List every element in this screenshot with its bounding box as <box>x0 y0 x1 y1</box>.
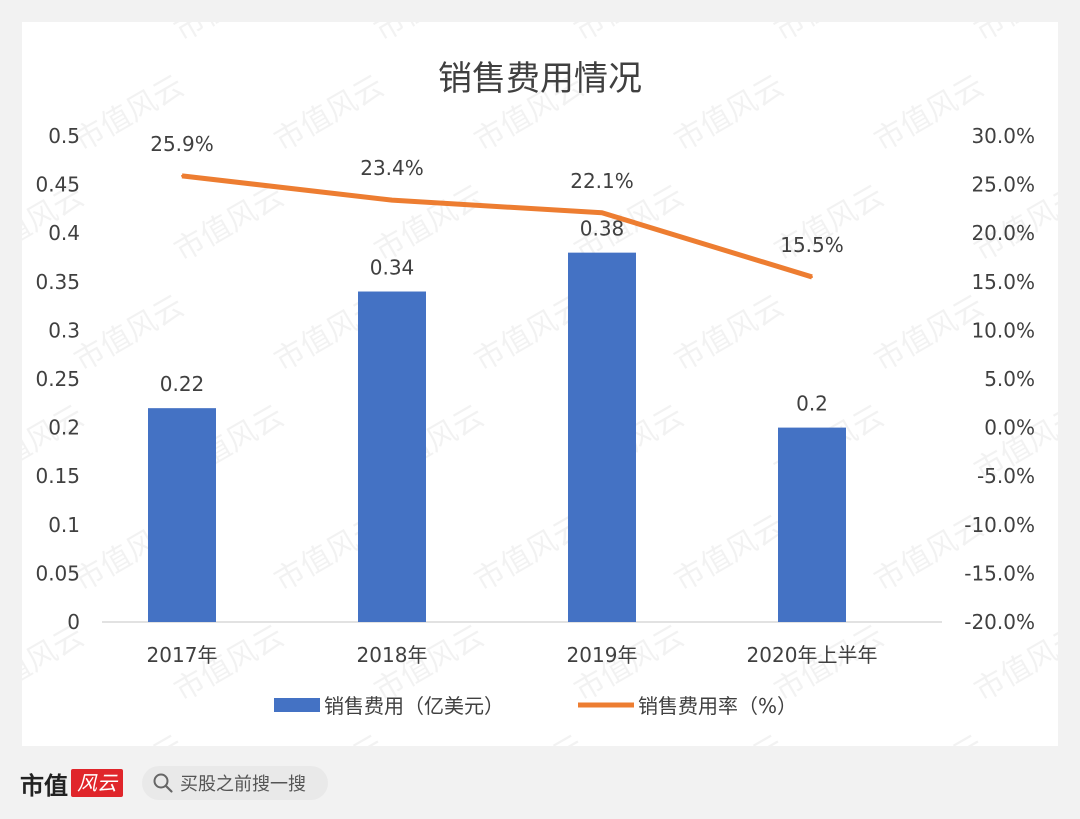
bar-data-label: 0.2 <box>796 392 828 416</box>
right-tick-label: 15.0% <box>971 270 1035 294</box>
left-tick-label: 0 <box>67 610 80 634</box>
bar-data-label: 0.38 <box>580 217 625 241</box>
watermark-text: 市值风云 <box>22 22 90 49</box>
line-path <box>181 173 813 280</box>
line-data-label: 15.5% <box>780 233 844 257</box>
right-tick-label: 10.0% <box>971 318 1035 342</box>
watermark-text: 市值风云 <box>269 729 390 746</box>
left-tick-label: 0.15 <box>35 464 80 488</box>
bar-data-label: 0.34 <box>370 256 415 280</box>
bar <box>148 408 216 622</box>
right-tick-label: -5.0% <box>977 464 1035 488</box>
right-tick-label: 30.0% <box>971 124 1035 148</box>
watermark-text: 市值风云 <box>669 69 790 159</box>
chart-card: 市值风云 市值风云 市值风云 市值风云 市值风云 市值风云 市值风云 市值风云 市值风云 市值风云… <box>22 22 1058 746</box>
watermark-text: 市值风云 <box>169 22 290 49</box>
legend-swatch-bar <box>274 698 320 712</box>
watermark-text: 市值风云 <box>669 289 790 379</box>
watermark-text: 市值风云 <box>369 22 490 49</box>
logo[interactable]: 市值 风云 <box>20 768 123 800</box>
line-point <box>181 174 183 177</box>
x-axis: 2017年 2018年 2019年 2020年上半年 <box>147 643 878 667</box>
legend: 销售费用（亿美元） 销售费用率（%） <box>274 694 797 718</box>
left-tick-label: 0.35 <box>35 270 80 294</box>
left-tick-label: 0.5 <box>48 124 80 148</box>
bar-series: 0.22 0.34 0.38 0.2 <box>148 217 846 622</box>
line-data-label: 22.1% <box>570 169 634 193</box>
watermark-text: 市值风云 <box>169 179 290 269</box>
watermark-text: 市值风云 <box>669 509 790 599</box>
search-placeholder: 买股之前搜一搜 <box>180 774 306 795</box>
left-tick-label: 0.4 <box>48 221 80 245</box>
footer: 市值 风云 买股之前搜一搜 <box>0 746 1080 819</box>
left-tick-label: 0.2 <box>48 416 80 440</box>
line-data-label: 25.9% <box>150 132 214 156</box>
watermark-text: 市值风云 <box>469 729 590 746</box>
left-tick-label: 0.45 <box>35 173 80 197</box>
legend-label-line: 销售费用率（%） <box>638 694 797 718</box>
watermark-text: 市值风云 <box>669 729 790 746</box>
watermark-text: 市值风云 <box>569 22 690 49</box>
x-tick-label: 2018年 <box>357 643 428 667</box>
search-bar[interactable]: 买股之前搜一搜 <box>142 766 328 800</box>
line-data-label: 23.4% <box>360 156 424 180</box>
right-tick-label: -15.0% <box>964 561 1035 585</box>
bar <box>358 291 426 622</box>
bar-data-label: 0.22 <box>160 372 205 396</box>
right-tick-label: -10.0% <box>964 513 1035 537</box>
watermark-text: 市值风云 <box>969 22 1059 49</box>
bar <box>568 252 636 622</box>
bar <box>778 427 846 622</box>
right-tick-label: 20.0% <box>971 221 1035 245</box>
x-tick-label: 2019年 <box>567 643 638 667</box>
legend-label-bar: 销售费用（亿美元） <box>324 694 504 718</box>
line-series: 25.9% 23.4% 22.1% 15.5% <box>150 132 844 280</box>
x-tick-label: 2020年上半年 <box>747 643 878 667</box>
right-tick-label: 0.0% <box>984 416 1035 440</box>
right-axis: -20.0% -15.0% -10.0% -5.0% 0.0% 5.0% 10.0% 15.0… <box>964 124 1035 634</box>
line-point <box>601 211 603 214</box>
x-tick-label: 2017年 <box>147 643 218 667</box>
logo-text: 市值 <box>20 770 68 800</box>
watermark-text: 市值风云 <box>769 22 890 49</box>
left-tick-label: 0.3 <box>48 318 80 342</box>
right-tick-label: -20.0% <box>964 610 1035 634</box>
watermark-text: 市值风云 <box>69 289 190 379</box>
line-point <box>391 199 393 202</box>
chart-title: 销售费用情况 <box>438 59 642 99</box>
logo-badge: 风云 <box>71 769 123 797</box>
watermark-text: 市值风云 <box>869 729 990 746</box>
left-tick-label: 0.05 <box>35 561 80 585</box>
search-icon <box>153 773 173 793</box>
right-tick-label: 25.0% <box>971 173 1035 197</box>
left-tick-label: 0.1 <box>48 513 80 537</box>
right-tick-label: 5.0% <box>984 367 1035 391</box>
watermark-text: 市值风云 <box>69 729 190 746</box>
left-tick-label: 0.25 <box>35 367 80 391</box>
line-point <box>811 275 813 278</box>
watermark-text: 市值风云 <box>269 69 390 159</box>
left-axis: 0 0.05 0.1 0.15 0.2 0.25 0.3 0.35 0.4 0.45 0.5 <box>35 124 80 634</box>
